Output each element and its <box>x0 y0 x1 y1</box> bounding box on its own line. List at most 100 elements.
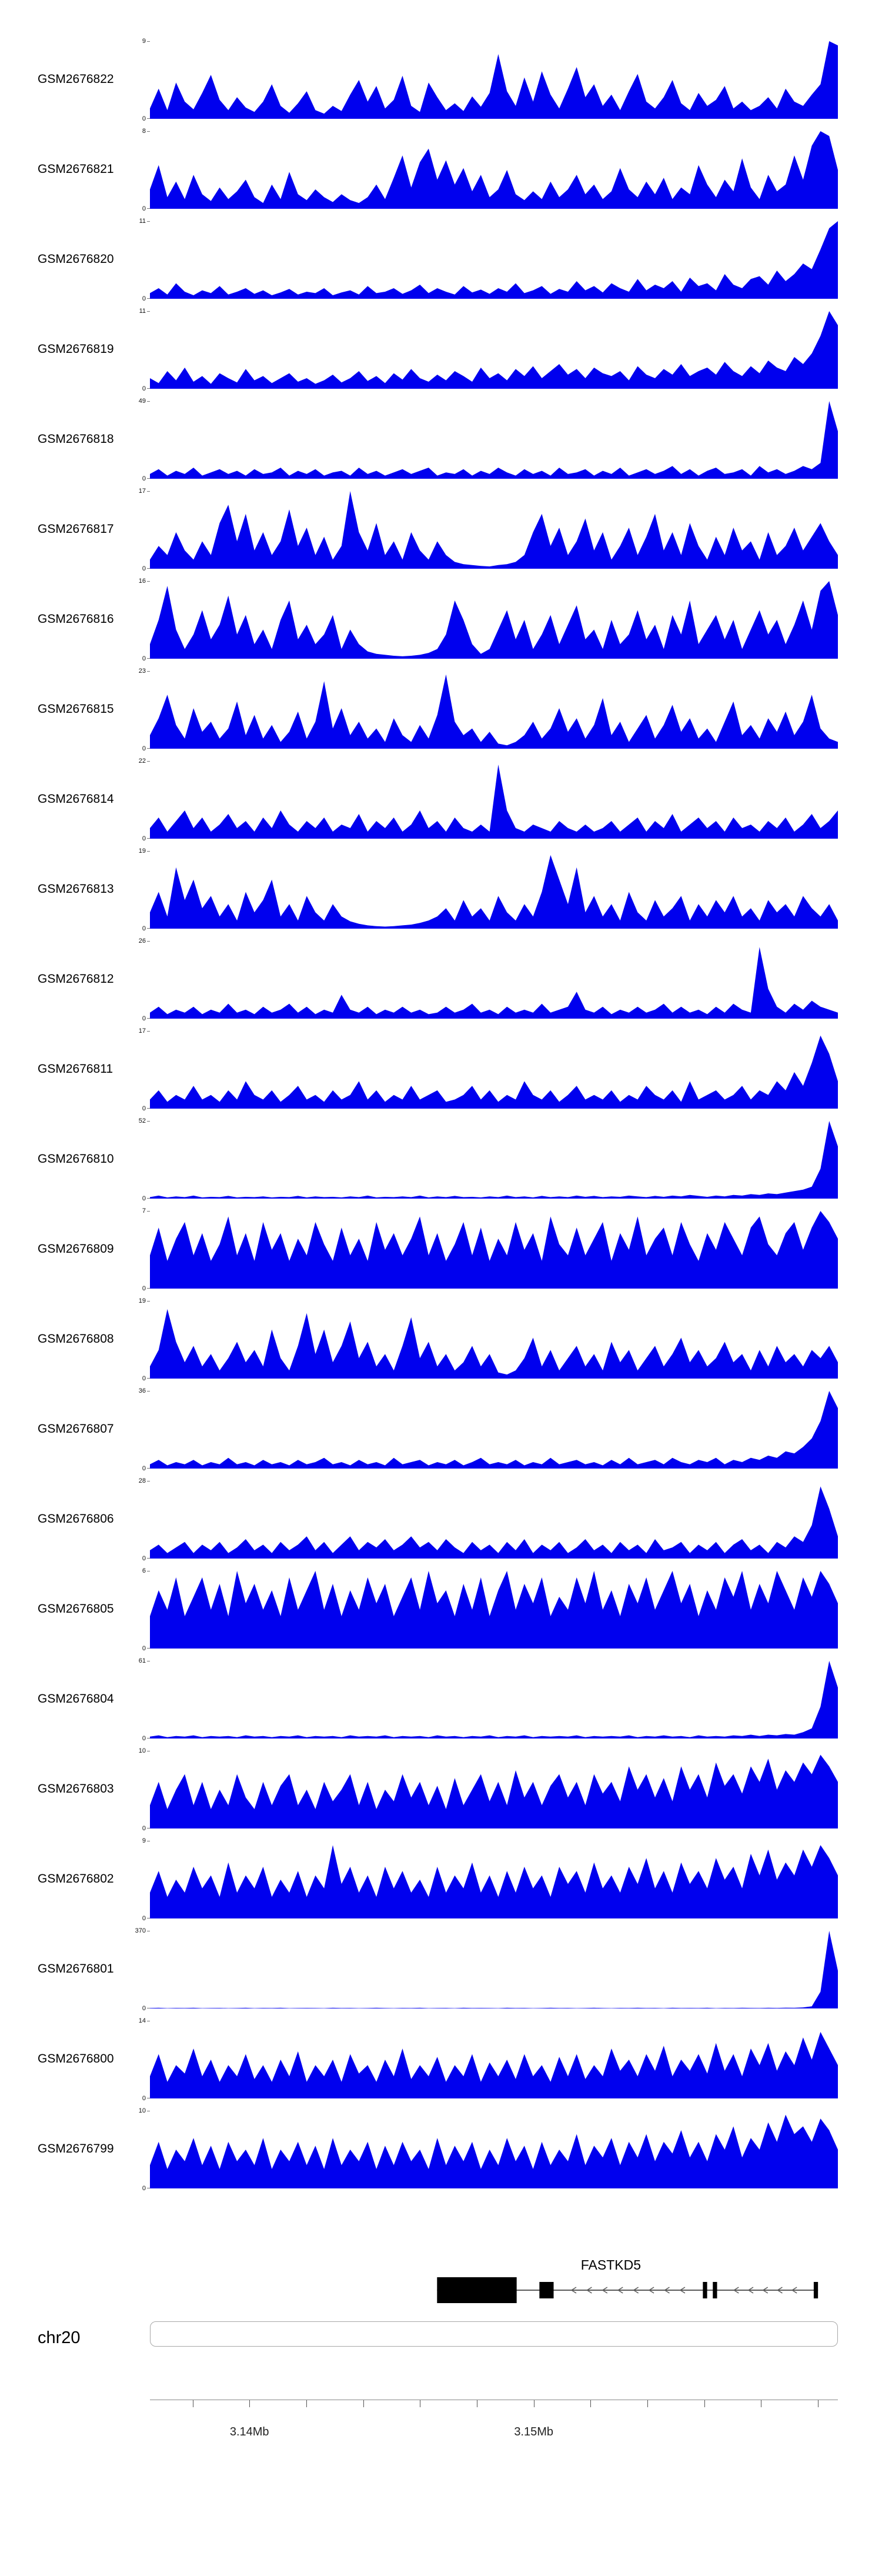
coverage-chart: 11 0 <box>139 218 838 302</box>
track-ymin-label: 0 <box>142 1645 146 1652</box>
coverage-chart: 19 0 <box>139 847 838 932</box>
y-axis-tick-bottom <box>147 1378 150 1379</box>
gene-track: FASTKD5 <box>150 2257 838 2313</box>
coverage-chart: 9 0 <box>142 1837 838 1922</box>
y-axis-tick-top <box>147 1301 150 1302</box>
track-ymax-label: 14 <box>138 2017 146 2024</box>
track-row: GSM2676810 52 0 <box>0 1114 882 1204</box>
strand-arrow-icon <box>762 2287 769 2294</box>
coverage-area <box>150 2114 838 2188</box>
y-axis-tick-bottom <box>147 208 150 209</box>
track-row: GSM2676815 23 0 <box>0 664 882 754</box>
track-ymin-label: 0 <box>142 1285 146 1292</box>
coverage-chart: 7 0 <box>142 1207 838 1292</box>
track-row: GSM2676814 22 0 <box>0 754 882 844</box>
coverage-chart: 6 0 <box>142 1567 838 1652</box>
track-label: GSM2676804 <box>38 1691 114 1706</box>
coverage-chart: 10 0 <box>139 1747 838 1832</box>
y-axis-tick-top <box>147 851 150 852</box>
track-row: GSM2676802 9 0 <box>0 1834 882 1924</box>
track-ymax-label: 26 <box>138 937 146 945</box>
track-ymax-label: 36 <box>138 1387 146 1394</box>
track-label: GSM2676806 <box>38 1511 114 1526</box>
track-label: GSM2676821 <box>38 162 114 176</box>
track-label: GSM2676801 <box>38 1961 114 1976</box>
track-label: GSM2676815 <box>38 702 114 716</box>
coverage-area <box>150 2031 838 2098</box>
track-ymin-label: 0 <box>142 1735 146 1742</box>
y-axis-tick-top <box>147 1031 150 1032</box>
y-axis-tick-bottom <box>147 118 150 119</box>
coverage-chart: 9 0 <box>142 38 838 122</box>
axis-tick <box>647 2400 649 2407</box>
track-ymax-label: 52 <box>138 1117 146 1125</box>
track-label: GSM2676812 <box>38 972 114 986</box>
track-ymin-label: 0 <box>142 1555 146 1562</box>
track-ymax-label: 19 <box>138 847 146 855</box>
track-ymax-label: 22 <box>138 758 146 765</box>
coverage-area <box>150 1931 838 2008</box>
coverage-chart: 10 0 <box>139 2107 838 2192</box>
y-axis-tick-top <box>147 671 150 672</box>
track-label: GSM2676809 <box>38 1242 114 1256</box>
strand-arrow-icon <box>747 2287 754 2294</box>
y-axis-tick-top <box>147 581 150 582</box>
coverage-area <box>150 1121 838 1199</box>
y-axis-tick-bottom <box>147 1108 150 1109</box>
y-axis-tick-top <box>147 1391 150 1392</box>
coverage-area <box>150 1486 838 1559</box>
coverage-area <box>150 1035 838 1109</box>
track-row: GSM2676820 11 0 <box>0 214 882 304</box>
track-label: GSM2676799 <box>38 2141 114 2155</box>
track-label: GSM2676822 <box>38 72 114 86</box>
coverage-chart: 370 0 <box>135 1927 838 2012</box>
data-tracks: GSM2676822 9 0 GSM2676821 8 0 <box>0 34 882 2194</box>
coverage-area <box>150 401 838 479</box>
track-ymin-label: 0 <box>142 835 146 842</box>
track-row: GSM2676807 36 0 <box>0 1384 882 1474</box>
coverage-area <box>150 674 838 749</box>
coverage-chart: 28 0 <box>139 1477 838 1562</box>
track-label: GSM2676805 <box>38 1601 114 1616</box>
track-label: GSM2676819 <box>38 342 114 356</box>
y-axis-tick-top <box>147 221 150 222</box>
track-ymin-label: 0 <box>142 1105 146 1112</box>
y-axis-tick-bottom <box>147 838 150 839</box>
track-ymax-label: 23 <box>138 668 146 675</box>
track-ymin-label: 0 <box>142 1195 146 1202</box>
coverage-area <box>150 855 838 929</box>
y-axis-tick-top <box>147 41 150 42</box>
track-ymax-label: 17 <box>138 1027 146 1035</box>
track-row: GSM2676818 49 0 <box>0 394 882 484</box>
gene-name-label: FASTKD5 <box>580 2257 642 2273</box>
y-axis-tick-bottom <box>147 658 150 659</box>
coverage-area <box>150 1661 838 1739</box>
y-axis-tick-top <box>147 761 150 762</box>
track-label: GSM2676807 <box>38 1422 114 1436</box>
axis-tick <box>590 2400 592 2407</box>
coverage-area <box>150 491 838 569</box>
coverage-chart: 22 0 <box>139 758 838 842</box>
coverage-area <box>150 765 838 839</box>
track-ymax-label: 16 <box>138 578 146 585</box>
track-ymax-label: 370 <box>135 1927 146 1934</box>
track-ymin-label: 0 <box>142 475 146 482</box>
track-ymin-label: 0 <box>142 2185 146 2192</box>
track-label: GSM2676803 <box>38 1781 114 1796</box>
y-axis-tick-bottom <box>147 928 150 929</box>
track-row: GSM2676809 7 0 <box>0 1204 882 1294</box>
exon-box <box>703 2282 707 2298</box>
coverage-chart: 49 0 <box>139 398 838 482</box>
track-row: GSM2676799 10 0 <box>0 2104 882 2194</box>
genome-axis-track: 3.14Mb 3.15Mb <box>0 2400 882 2452</box>
y-axis-tick-bottom <box>147 1558 150 1559</box>
track-ymin-label: 0 <box>142 1375 146 1382</box>
y-axis-tick-top <box>147 491 150 492</box>
axis-tick <box>249 2400 250 2407</box>
track-label: GSM2676808 <box>38 1332 114 1346</box>
coverage-area <box>150 1571 838 1649</box>
coverage-chart: 36 0 <box>139 1387 838 1472</box>
y-axis-tick-bottom <box>147 298 150 299</box>
track-ymin-label: 0 <box>142 205 146 212</box>
